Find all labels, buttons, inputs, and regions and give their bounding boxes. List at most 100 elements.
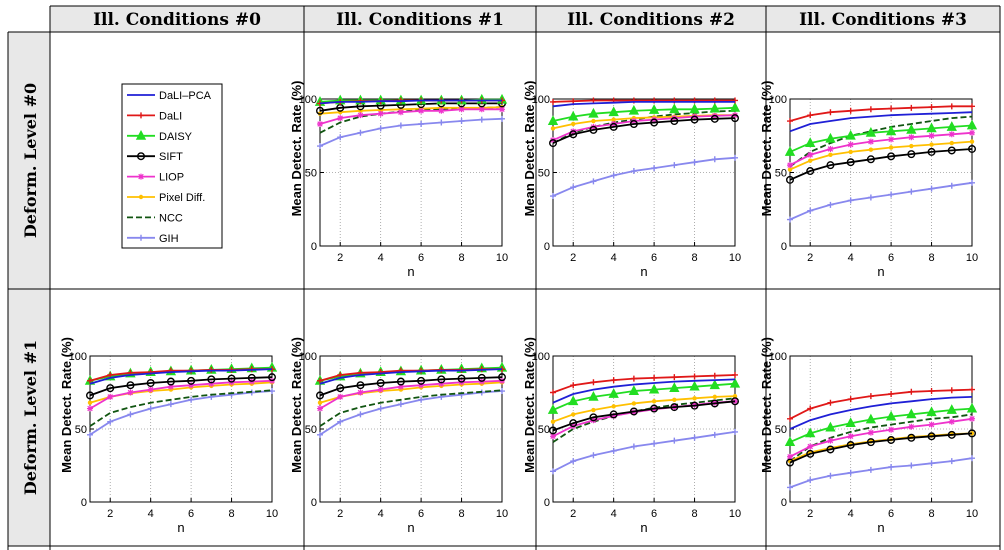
series-dali [787, 103, 975, 125]
marker [689, 380, 700, 391]
marker [847, 469, 854, 476]
series-liop [87, 377, 275, 412]
marker [590, 379, 597, 386]
series-gih [550, 154, 738, 200]
marker [946, 121, 957, 131]
marker [316, 391, 325, 400]
y-axis-label: Mean Detect. Rate (%) [522, 81, 537, 217]
marker [847, 396, 854, 403]
marker [630, 168, 637, 175]
series-pixel-diff- [787, 139, 975, 172]
marker [729, 377, 741, 388]
marker [968, 144, 977, 153]
marker [610, 412, 617, 419]
series-line [89, 368, 273, 385]
marker [136, 152, 145, 161]
series-line [319, 102, 502, 112]
x-tick-label: 10 [266, 508, 278, 520]
marker [336, 384, 345, 393]
marker [827, 145, 834, 152]
marker [948, 387, 955, 394]
marker [671, 162, 678, 169]
marker [928, 421, 935, 428]
marker [672, 397, 677, 402]
marker [438, 380, 445, 387]
series-liop [550, 112, 738, 144]
x-tick-label: 6 [188, 508, 194, 520]
x-tick-label: 6 [418, 508, 424, 520]
marker [948, 103, 955, 110]
series-sift [786, 429, 977, 467]
marker [418, 107, 425, 114]
marker [828, 152, 833, 158]
marker [550, 433, 556, 440]
marker [865, 413, 877, 424]
table-grid [7, 5, 1001, 550]
marker [868, 147, 874, 152]
y-tick-label: 50 [305, 424, 317, 436]
series-line [552, 400, 736, 438]
marker [712, 394, 717, 400]
x-tick-label: 4 [611, 252, 617, 264]
x-tick-label: 4 [378, 252, 384, 264]
series-line [552, 117, 736, 144]
series-liop [317, 377, 505, 412]
series-line [319, 368, 503, 385]
marker [867, 429, 874, 436]
marker [888, 145, 894, 150]
series-dali-pca [319, 99, 502, 105]
x-tick-label: 2 [337, 252, 343, 264]
series-line [552, 397, 736, 443]
marker [807, 405, 814, 412]
y-tick-label: 0 [544, 497, 550, 509]
series-line [552, 101, 735, 108]
legend-label: Pixel Diff. [159, 192, 205, 204]
marker [692, 396, 697, 401]
marker [570, 382, 577, 389]
x-tick-label: 4 [148, 508, 154, 520]
marker [650, 118, 659, 127]
column-header-3: Ill. Conditions #3 [799, 10, 967, 30]
x-axis-label: n [640, 264, 647, 279]
marker [499, 115, 505, 122]
marker [928, 388, 935, 395]
x-tick-label: 8 [928, 252, 934, 264]
series-line [789, 396, 973, 430]
series-line [789, 124, 973, 153]
marker [732, 428, 738, 435]
series-line [89, 390, 273, 436]
gridlines [790, 99, 972, 246]
marker [827, 472, 834, 479]
marker [926, 406, 937, 417]
marker [928, 104, 935, 111]
marker [888, 105, 895, 112]
series-ncc [552, 397, 736, 443]
series-liop [787, 129, 975, 169]
marker [787, 162, 793, 169]
x-tick-label: 10 [496, 508, 508, 520]
marker [711, 156, 718, 163]
legend-label: DaLI [159, 110, 182, 122]
marker [827, 109, 834, 116]
marker [629, 119, 638, 128]
marker [437, 375, 446, 384]
marker [825, 421, 836, 432]
series-line [789, 140, 973, 171]
x-tick-label: 2 [337, 508, 343, 520]
x-axis-label: n [877, 264, 884, 279]
marker [610, 377, 617, 384]
marker [908, 104, 915, 111]
series-line [89, 389, 273, 427]
marker [689, 103, 700, 114]
marker [786, 458, 795, 467]
series-line [789, 388, 973, 420]
series-line [552, 114, 735, 130]
marker [377, 405, 384, 412]
x-tick-label: 8 [228, 508, 234, 520]
marker [208, 380, 215, 387]
marker [87, 405, 93, 412]
marker [188, 382, 195, 389]
